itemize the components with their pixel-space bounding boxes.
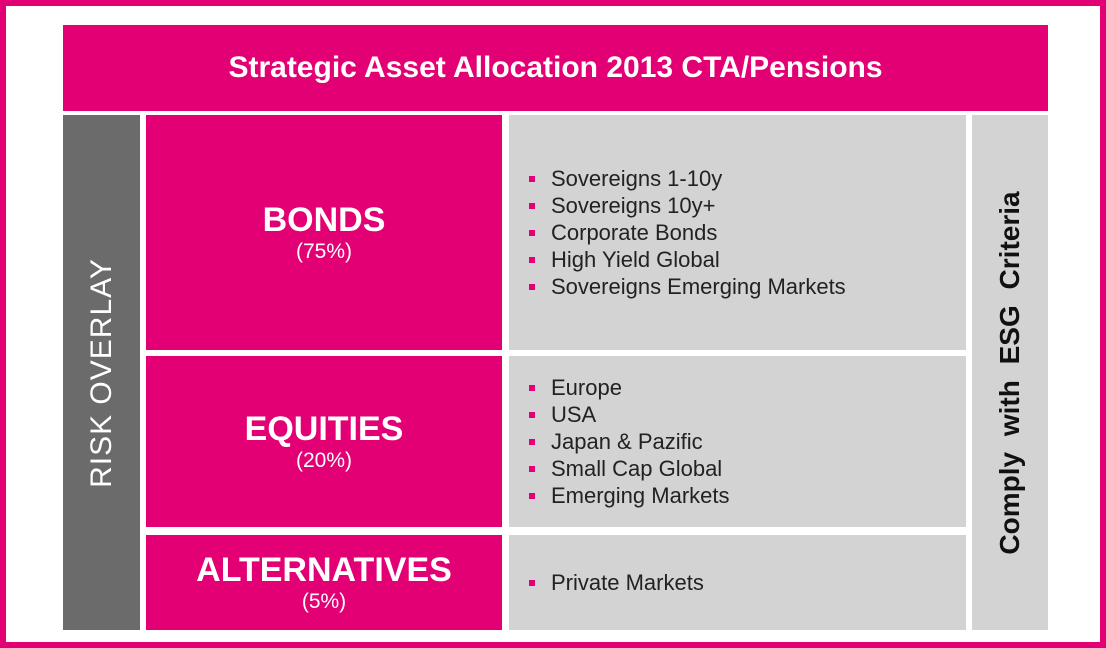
segment-name: ALTERNATIVES: [196, 550, 452, 589]
segment-name: BONDS: [262, 200, 386, 239]
list-item: Corporate Bonds: [529, 219, 966, 246]
list-item: Japan & Pazific: [529, 428, 966, 455]
segment-share: (75%): [295, 239, 353, 263]
list-item: Europe: [529, 374, 966, 401]
item-list: Private Markets: [509, 535, 966, 630]
item-list: Europe USA Japan & Pazific Small Cap Global…: [509, 356, 966, 527]
esg-bar: Comply with ESG Criteria: [972, 115, 1048, 630]
list-item: Sovereigns Emerging Markets: [529, 273, 966, 300]
list-item: Emerging Markets: [529, 482, 966, 509]
list-item: Sovereigns 1-10y: [529, 165, 966, 192]
item-list: Sovereigns 1-10y Sovereigns 10y+ Corporate…: [509, 115, 966, 350]
list-item: Small Cap Global: [529, 455, 966, 482]
segment-share: (5%): [301, 589, 347, 613]
segment-box: BONDS (75%): [146, 115, 502, 350]
title: Strategic Asset Allocation 2013 CTA/Pens…: [63, 25, 1048, 111]
list-item: High Yield Global: [529, 246, 966, 273]
risk-overlay-bar: RISK OVERLAY: [63, 115, 140, 630]
esg-label: Comply with ESG Criteria: [994, 190, 1025, 555]
risk-overlay-label: RISK OVERLAY: [84, 257, 118, 488]
segment-box: EQUITIES (20%): [146, 356, 502, 527]
list-item: Private Markets: [529, 569, 966, 596]
list-item: USA: [529, 401, 966, 428]
segment-name: EQUITIES: [244, 409, 404, 448]
list-item: Sovereigns 10y+: [529, 192, 966, 219]
segment-share: (20%): [295, 448, 353, 472]
segment-box: ALTERNATIVES (5%): [146, 535, 502, 630]
